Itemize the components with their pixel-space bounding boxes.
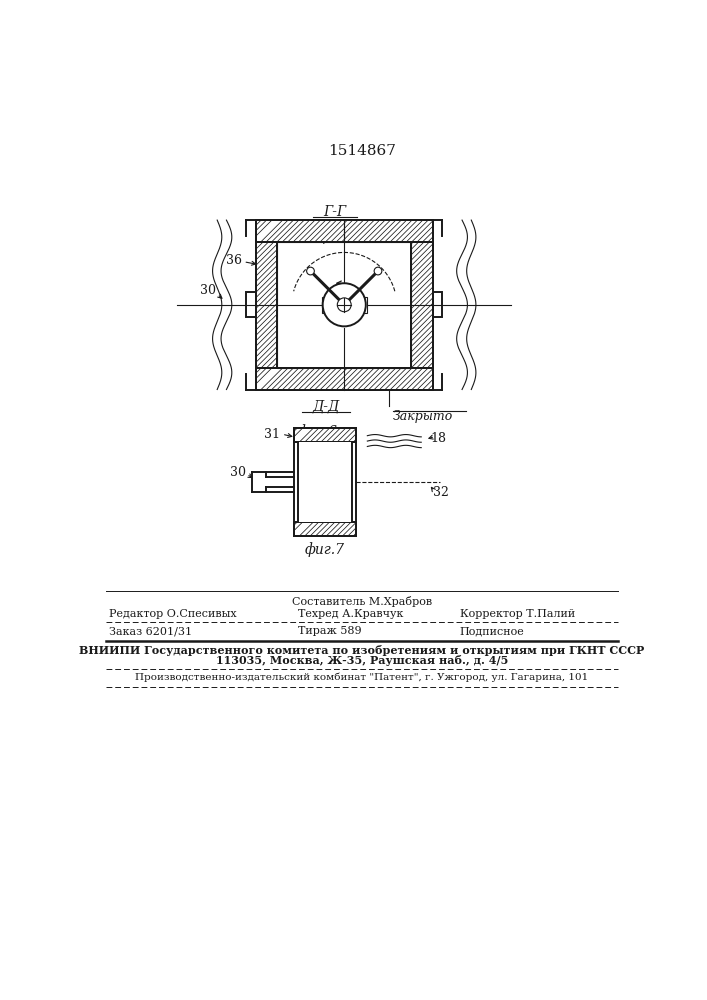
- Text: Составитель М.Храбров: Составитель М.Храбров: [292, 596, 432, 607]
- Text: Закрыто: Закрыто: [393, 410, 453, 423]
- Bar: [256, 242, 277, 368]
- Text: 1514867: 1514867: [328, 144, 396, 158]
- Text: 36: 36: [226, 254, 242, 267]
- Bar: [294, 522, 356, 536]
- Bar: [277, 242, 411, 368]
- Bar: [411, 242, 433, 368]
- Bar: [277, 242, 411, 368]
- Bar: [256, 368, 433, 389]
- Circle shape: [337, 298, 351, 312]
- Bar: [256, 220, 433, 242]
- Text: ВНИИПИ Государственного комитета по изобретениям и открытиям при ГКНТ СССР: ВНИИПИ Государственного комитета по изоб…: [79, 645, 645, 656]
- Bar: [294, 522, 356, 536]
- Text: Корректор Т.Палий: Корректор Т.Палий: [460, 609, 575, 619]
- Bar: [361, 297, 366, 312]
- Text: Производственно-издательский комбинат "Патент", г. Ужгород, ул. Гагарина, 101: Производственно-издательский комбинат "П…: [135, 673, 588, 682]
- Text: фиг.7: фиг.7: [305, 542, 345, 557]
- Bar: [252, 472, 266, 492]
- Text: 30: 30: [230, 466, 246, 479]
- Bar: [247, 292, 256, 317]
- Text: 113035, Москва, Ж-35, Раушская наб., д. 4/5: 113035, Москва, Ж-35, Раушская наб., д. …: [216, 655, 508, 666]
- Text: Подписное: Подписное: [460, 626, 525, 636]
- Text: фиг.6: фиг.6: [297, 424, 337, 439]
- Text: Тираж 589: Тираж 589: [298, 626, 362, 636]
- Bar: [294, 428, 356, 442]
- Text: 31: 31: [264, 428, 281, 441]
- Bar: [256, 220, 433, 389]
- Text: 18: 18: [431, 432, 447, 445]
- Circle shape: [374, 267, 382, 275]
- Bar: [411, 242, 433, 368]
- Bar: [256, 242, 277, 368]
- Text: Заказ 6201/31: Заказ 6201/31: [110, 626, 192, 636]
- Text: 30: 30: [199, 284, 216, 297]
- Bar: [294, 428, 356, 442]
- Text: Открыто: Открыто: [293, 231, 361, 244]
- Text: Редактор О.Спесивых: Редактор О.Спесивых: [110, 609, 237, 619]
- Circle shape: [307, 267, 315, 275]
- Text: 32: 32: [433, 486, 449, 499]
- Bar: [298, 442, 352, 522]
- Text: Г-Г: Г-Г: [323, 205, 346, 219]
- Bar: [322, 297, 328, 312]
- Bar: [256, 368, 433, 389]
- Bar: [256, 220, 433, 242]
- Text: Д-Д: Д-Д: [312, 399, 339, 413]
- Circle shape: [322, 283, 366, 326]
- Text: Техред А.Кравчук: Техред А.Кравчук: [298, 609, 404, 619]
- Bar: [433, 292, 442, 317]
